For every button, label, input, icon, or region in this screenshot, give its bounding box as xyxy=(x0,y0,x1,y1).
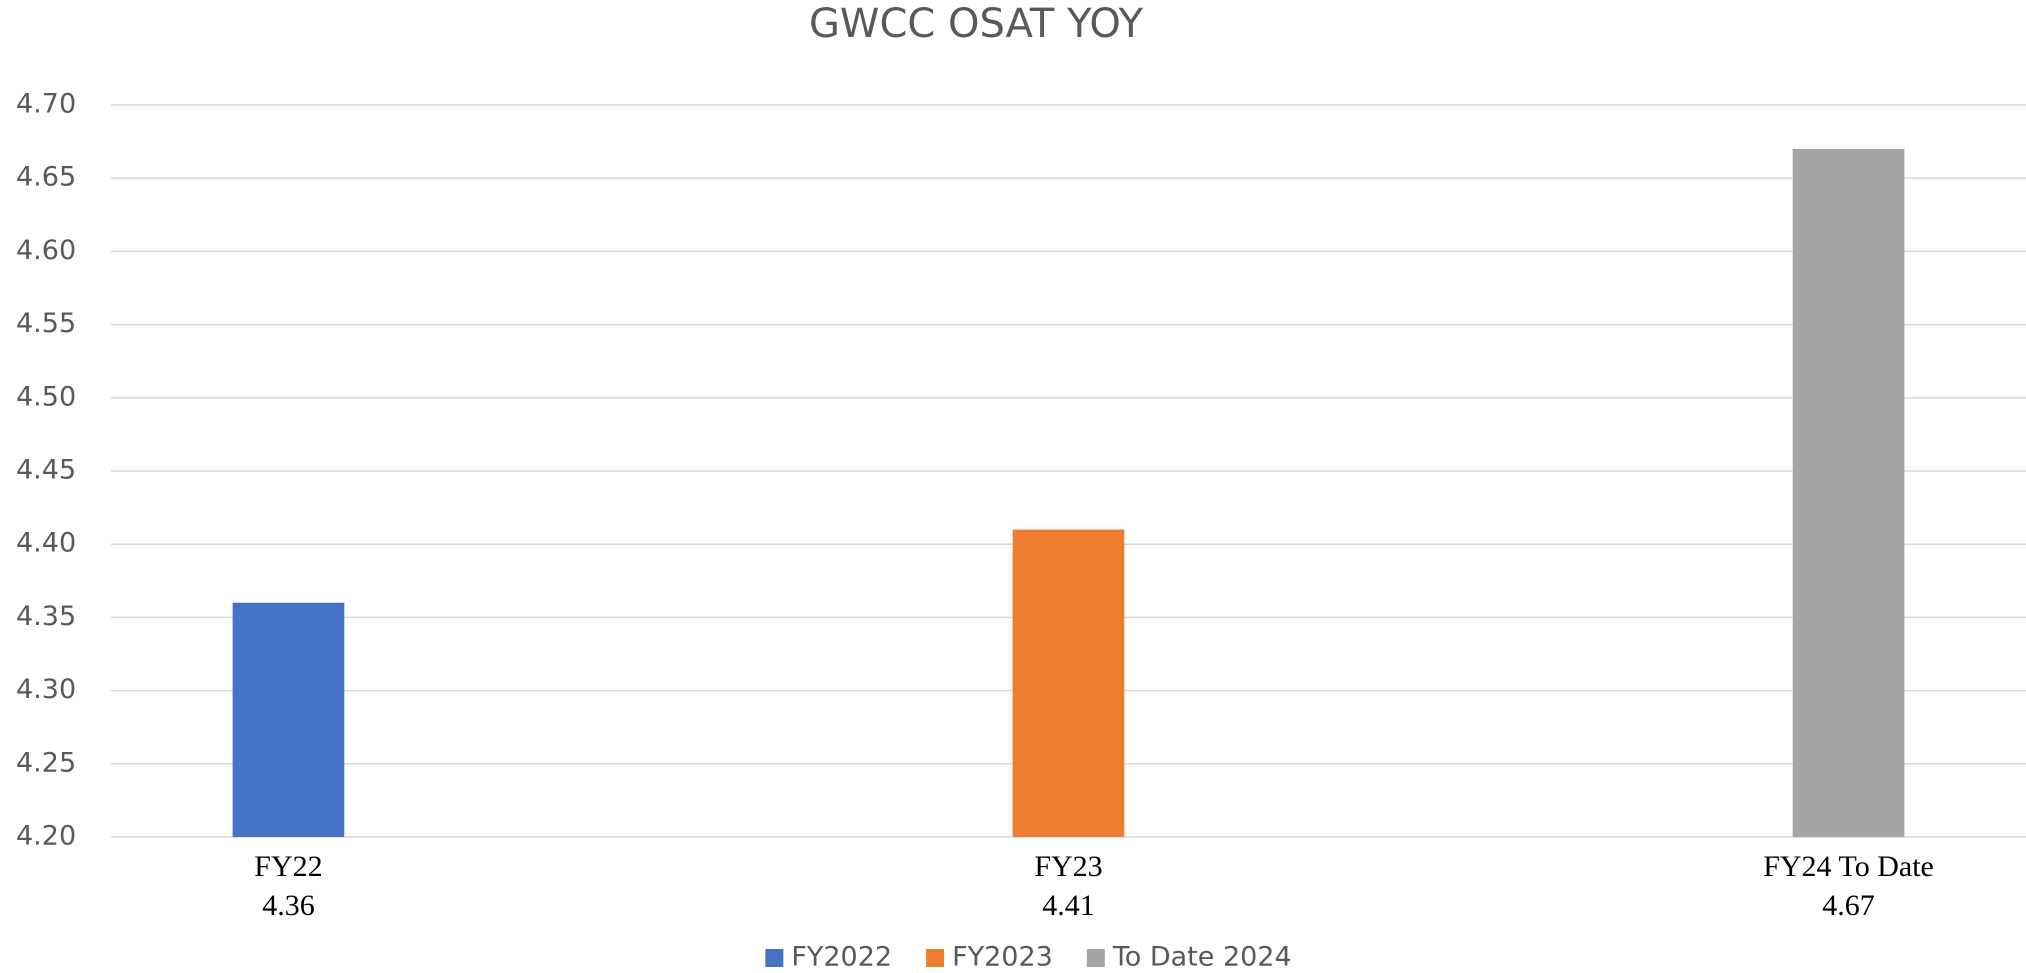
y-tick-label: 4.35 xyxy=(16,601,76,632)
legend-swatch xyxy=(765,949,784,967)
y-tick-label: 4.20 xyxy=(16,821,76,852)
value-label: 4.41 xyxy=(1042,889,1095,922)
legend-label: FY2022 xyxy=(791,942,892,973)
chart-title: GWCC OSAT YOY xyxy=(809,1,1144,47)
x-tick-label: FY23 xyxy=(1034,850,1102,883)
y-tick-label: 4.70 xyxy=(16,89,76,120)
y-tick-label: 4.50 xyxy=(16,381,76,412)
x-tick-label: FY24 To Date xyxy=(1763,850,1934,883)
y-tick-label: 4.40 xyxy=(16,528,76,559)
bar xyxy=(1792,148,1905,838)
legend-swatch xyxy=(926,949,945,967)
legend-label: To Date 2024 xyxy=(1112,942,1292,973)
legend-label: FY2023 xyxy=(952,942,1053,973)
legend-swatch xyxy=(1086,949,1105,967)
bar xyxy=(232,602,345,837)
y-tick-label: 4.30 xyxy=(16,674,76,705)
value-label: 4.36 xyxy=(262,889,315,922)
y-tick-label: 4.60 xyxy=(16,235,76,266)
y-tick-label: 4.65 xyxy=(16,162,76,193)
y-tick-label: 4.45 xyxy=(16,455,76,486)
value-label: 4.67 xyxy=(1822,889,1875,922)
y-tick-label: 4.25 xyxy=(16,747,76,778)
bar xyxy=(1012,529,1125,837)
y-tick-label: 4.55 xyxy=(16,308,76,339)
x-tick-label: FY22 xyxy=(254,850,322,883)
